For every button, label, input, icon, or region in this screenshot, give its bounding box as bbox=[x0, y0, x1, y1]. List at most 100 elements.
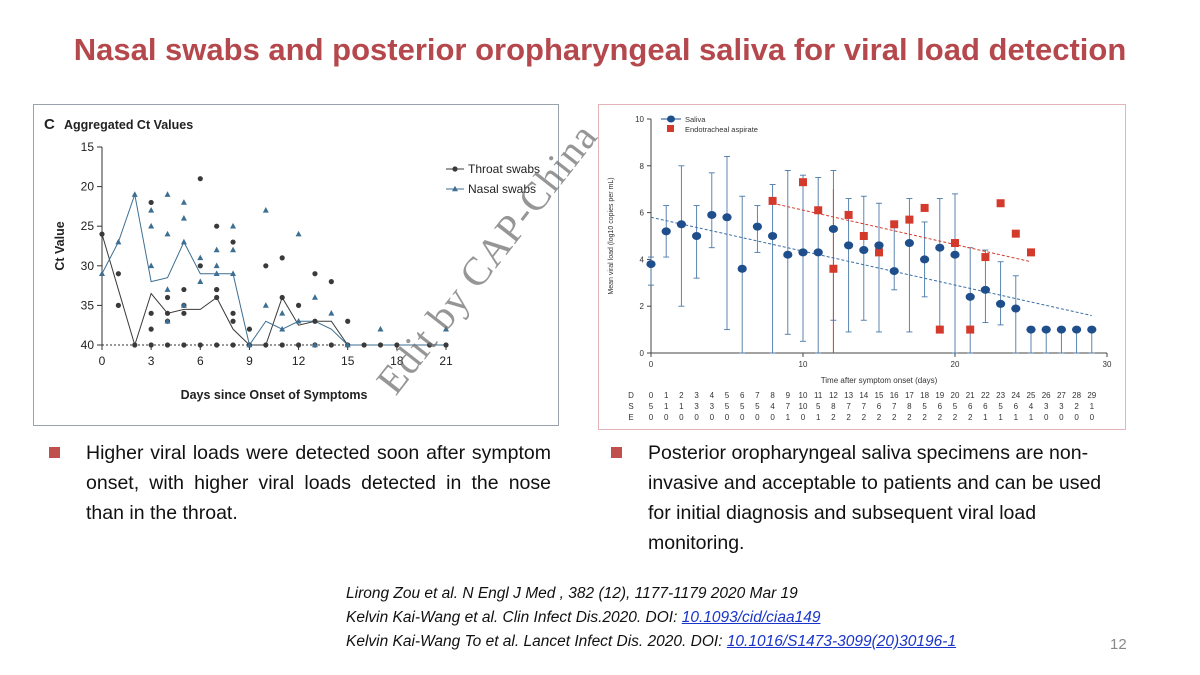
table-e-cell: 0 bbox=[679, 413, 684, 422]
table-e-cell: 0 bbox=[725, 413, 730, 422]
table-day-cell: 23 bbox=[996, 391, 1005, 400]
nasal-point bbox=[279, 310, 286, 316]
legend-nasal-marker bbox=[452, 185, 458, 192]
x-tick-label: 0 bbox=[649, 360, 654, 369]
y-tick-label: 20 bbox=[81, 180, 95, 194]
legend-nasal-label: Nasal swabs bbox=[468, 182, 536, 196]
table-e-cell: 2 bbox=[846, 413, 851, 422]
table-day-cell: 16 bbox=[890, 391, 899, 400]
nasal-point bbox=[213, 246, 220, 253]
nasal-point bbox=[230, 222, 237, 229]
nasal-point bbox=[344, 341, 351, 348]
table-day-cell: 21 bbox=[966, 391, 975, 400]
table-day-cell: 8 bbox=[770, 391, 775, 400]
saliva-point bbox=[859, 246, 869, 255]
nasal-point bbox=[197, 278, 204, 284]
slide-title: Nasal swabs and posterior oropharyngeal … bbox=[73, 32, 1127, 67]
saliva-point bbox=[798, 248, 808, 257]
x-tick-label: 18 bbox=[390, 354, 404, 368]
table-day-cell: 20 bbox=[951, 391, 960, 400]
throat-point bbox=[263, 263, 269, 269]
nasal-point bbox=[180, 302, 187, 308]
legend-saliva-label: Saliva bbox=[685, 115, 706, 124]
x-tick-label: 9 bbox=[246, 354, 253, 368]
saliva-point bbox=[965, 292, 975, 301]
eta-point bbox=[768, 196, 777, 205]
throat-point bbox=[181, 310, 187, 316]
table-s-cell: 5 bbox=[953, 402, 958, 411]
eta-point bbox=[875, 248, 883, 257]
table-day-cell: 9 bbox=[786, 391, 791, 400]
table-s-cell: 1 bbox=[664, 402, 669, 411]
bullet-square-icon bbox=[49, 447, 60, 458]
table-day-cell: 0 bbox=[649, 391, 654, 400]
saliva-point bbox=[1011, 304, 1021, 313]
eta-point bbox=[829, 264, 838, 273]
nasal-point bbox=[279, 325, 286, 332]
table-s-cell: 3 bbox=[710, 402, 715, 411]
saliva-point bbox=[935, 243, 945, 252]
table-e-cell: 1 bbox=[816, 413, 821, 422]
nasal-point bbox=[262, 207, 269, 213]
nasal-point bbox=[328, 310, 335, 316]
table-day-cell: 15 bbox=[875, 391, 884, 400]
doi-link-1[interactable]: 10.1093/cid/ciaa149 bbox=[681, 609, 821, 626]
throat-point bbox=[164, 310, 171, 316]
throat-point bbox=[312, 271, 318, 277]
table-e-cell: 0 bbox=[1090, 413, 1095, 422]
eta-point bbox=[920, 203, 929, 212]
throat-point bbox=[148, 342, 154, 348]
table-e-cell: 1 bbox=[1014, 413, 1019, 422]
throat-point bbox=[132, 342, 138, 348]
nasal-point bbox=[164, 317, 171, 324]
nasal-point bbox=[230, 270, 237, 277]
nasal-point bbox=[246, 341, 253, 348]
table-day-cell: 7 bbox=[755, 391, 760, 400]
table-e-cell: 2 bbox=[953, 413, 958, 422]
throat-point bbox=[230, 239, 236, 245]
nasal-point bbox=[213, 262, 220, 269]
throat-point bbox=[230, 318, 236, 324]
saliva-point bbox=[1056, 325, 1066, 334]
saliva-point bbox=[950, 250, 960, 259]
table-s-cell: 5 bbox=[998, 402, 1003, 411]
y-tick-label: 40 bbox=[81, 338, 95, 352]
table-e-cell: 1 bbox=[998, 413, 1003, 422]
doi-link-2[interactable]: 10.1016/S1473-3099(20)30196-1 bbox=[726, 633, 957, 650]
table-e-cell: 2 bbox=[862, 413, 867, 422]
throat-point bbox=[312, 318, 318, 324]
nasal-point bbox=[180, 214, 187, 221]
throat-point bbox=[263, 342, 269, 348]
saliva-point bbox=[904, 239, 914, 248]
table-s-cell: 8 bbox=[831, 402, 836, 411]
x-tick-label: 21 bbox=[439, 354, 453, 368]
y-axis-label: Ct Value bbox=[53, 221, 67, 270]
legend-throat-marker bbox=[452, 166, 458, 172]
table-day-cell: 5 bbox=[725, 391, 730, 400]
y-tick-label: 6 bbox=[640, 209, 645, 218]
saliva-point bbox=[661, 227, 671, 236]
page-number: 12 bbox=[1110, 636, 1127, 653]
table-e-cell: 1 bbox=[983, 413, 988, 422]
table-s-cell: 5 bbox=[922, 402, 927, 411]
table-s-cell: 3 bbox=[694, 402, 699, 411]
throat-point bbox=[197, 176, 203, 182]
throat-point bbox=[214, 286, 220, 293]
table-e-cell: 0 bbox=[1059, 413, 1064, 422]
table-s-cell: 2 bbox=[1074, 402, 1079, 411]
throat-point bbox=[427, 342, 433, 348]
throat-point bbox=[295, 302, 302, 308]
saliva-point bbox=[692, 232, 702, 240]
x-axis-label: Time after symptom onset (days) bbox=[821, 376, 938, 385]
throat-point bbox=[361, 342, 367, 348]
y-tick-label: 35 bbox=[81, 298, 95, 312]
table-e-cell: 0 bbox=[1044, 413, 1049, 422]
table-e-cell: 0 bbox=[664, 413, 669, 422]
saliva-point bbox=[874, 241, 884, 250]
table-day-cell: 28 bbox=[1072, 391, 1081, 400]
table-s-cell: 3 bbox=[1044, 402, 1049, 411]
throat-point bbox=[148, 310, 154, 316]
saliva-point bbox=[1041, 325, 1051, 334]
x-tick-label: 0 bbox=[99, 354, 106, 368]
